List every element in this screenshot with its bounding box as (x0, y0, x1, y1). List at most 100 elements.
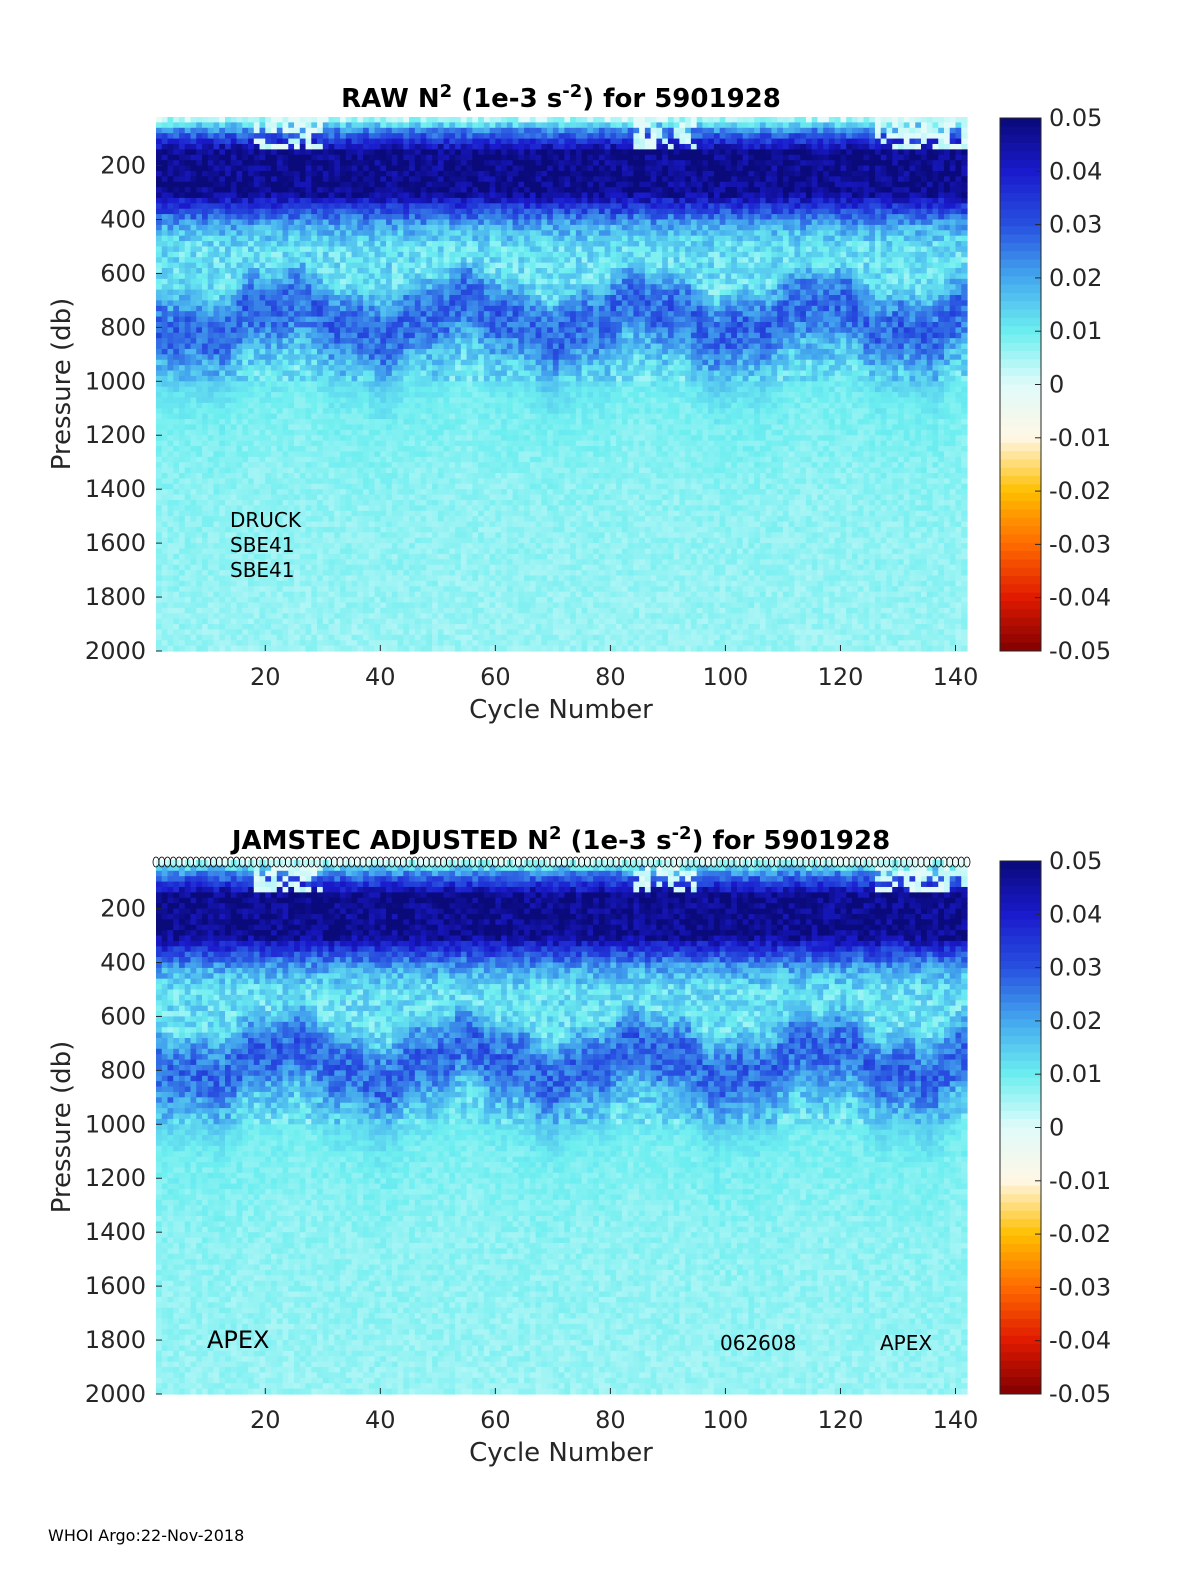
heatmap-cell (168, 457, 174, 463)
heatmap-cell (254, 263, 260, 269)
heatmap-cell (306, 500, 312, 506)
heatmap-cell (306, 462, 312, 468)
heatmap-cell (208, 646, 214, 652)
heatmap-cell (242, 441, 248, 447)
heatmap-cell (306, 478, 312, 484)
heatmap-cell (156, 166, 162, 172)
heatmap-cell (294, 133, 300, 139)
heatmap-cell (214, 575, 220, 581)
heatmap-cell (185, 203, 191, 209)
heatmap-cell (225, 338, 231, 344)
heatmap-cell (271, 489, 277, 495)
heatmap-cell (162, 139, 168, 145)
heatmap-cell (162, 419, 168, 425)
heatmap-cell (219, 268, 225, 274)
heatmap-cell (214, 295, 220, 301)
heatmap-cell (208, 144, 214, 150)
heatmap-cell (288, 376, 294, 382)
heatmap-cell (288, 160, 294, 166)
heatmap-cell (225, 435, 231, 441)
heatmap-cell (300, 203, 306, 209)
heatmap-cell (237, 182, 243, 188)
heatmap-cell (231, 230, 237, 236)
heatmap-cell (168, 263, 174, 269)
heatmap-cell (214, 511, 220, 517)
heatmap-cell (237, 284, 243, 290)
heatmap-cell (300, 538, 306, 544)
heatmap-cell (191, 214, 197, 220)
heatmap-cell (185, 290, 191, 296)
heatmap-cell (191, 268, 197, 274)
heatmap-cell (231, 160, 237, 166)
heatmap-cell (191, 635, 197, 641)
heatmap-cell (214, 629, 220, 635)
heatmap-cell (173, 629, 179, 635)
heatmap-cell (156, 424, 162, 430)
heatmap-cell (242, 602, 248, 608)
heatmap-cell (179, 300, 185, 306)
heatmap-cell (208, 424, 214, 430)
heatmap-cell (248, 311, 254, 317)
heatmap-cell (179, 435, 185, 441)
heatmap-cell (288, 171, 294, 177)
heatmap-cell (214, 446, 220, 452)
heatmap-cell (277, 435, 283, 441)
heatmap-cell (219, 473, 225, 479)
heatmap-cell (168, 306, 174, 312)
heatmap-cell (214, 117, 220, 123)
heatmap-cell (168, 511, 174, 517)
heatmap-cell (294, 624, 300, 630)
heatmap-cell (202, 381, 208, 387)
heatmap-cell (271, 408, 277, 414)
heatmap-cell (311, 144, 317, 150)
heatmap-cell (300, 608, 306, 614)
heatmap-cell (191, 646, 197, 652)
heatmap-cell (271, 646, 277, 652)
heatmap-cell (225, 128, 231, 134)
heatmap-cell (277, 322, 283, 328)
heatmap-cell (219, 608, 225, 614)
heatmap-cell (185, 300, 191, 306)
heatmap-cell (191, 155, 197, 161)
heatmap-cell (156, 306, 162, 312)
heatmap-cell (202, 149, 208, 155)
heatmap-cell (317, 246, 323, 252)
heatmap-cell (225, 225, 231, 231)
heatmap-cell (202, 387, 208, 393)
heatmap-cell (196, 543, 202, 549)
heatmap-cell (196, 575, 202, 581)
heatmap-cell (168, 635, 174, 641)
heatmap-cell (191, 322, 197, 328)
heatmap-cell (242, 171, 248, 177)
heatmap-cell (173, 586, 179, 592)
heatmap-cell (208, 349, 214, 355)
heatmap-cell (173, 139, 179, 145)
heatmap-cell (317, 236, 323, 242)
heatmap-cell (168, 171, 174, 177)
heatmap-cell (294, 489, 300, 495)
heatmap-cell (300, 273, 306, 279)
heatmap-cell (300, 122, 306, 128)
heatmap-cell (231, 193, 237, 199)
heatmap-cell (248, 473, 254, 479)
heatmap-cell (283, 306, 289, 312)
heatmap-cell (156, 586, 162, 592)
heatmap-cell (277, 263, 283, 269)
heatmap-cell (260, 214, 266, 220)
heatmap-cell (219, 500, 225, 506)
heatmap-cell (208, 559, 214, 565)
heatmap-cell (311, 236, 317, 242)
heatmap-cell (317, 117, 323, 123)
heatmap-cell (300, 241, 306, 247)
heatmap-cell (311, 306, 317, 312)
heatmap-cell (225, 349, 231, 355)
heatmap-cell (219, 160, 225, 166)
heatmap-cell (156, 624, 162, 630)
heatmap-cell (306, 349, 312, 355)
heatmap-cell (271, 360, 277, 366)
heatmap-cell (196, 133, 202, 139)
heatmap-cell (185, 414, 191, 420)
heatmap-cell (219, 549, 225, 555)
heatmap-cell (288, 344, 294, 350)
heatmap-cell (208, 613, 214, 619)
